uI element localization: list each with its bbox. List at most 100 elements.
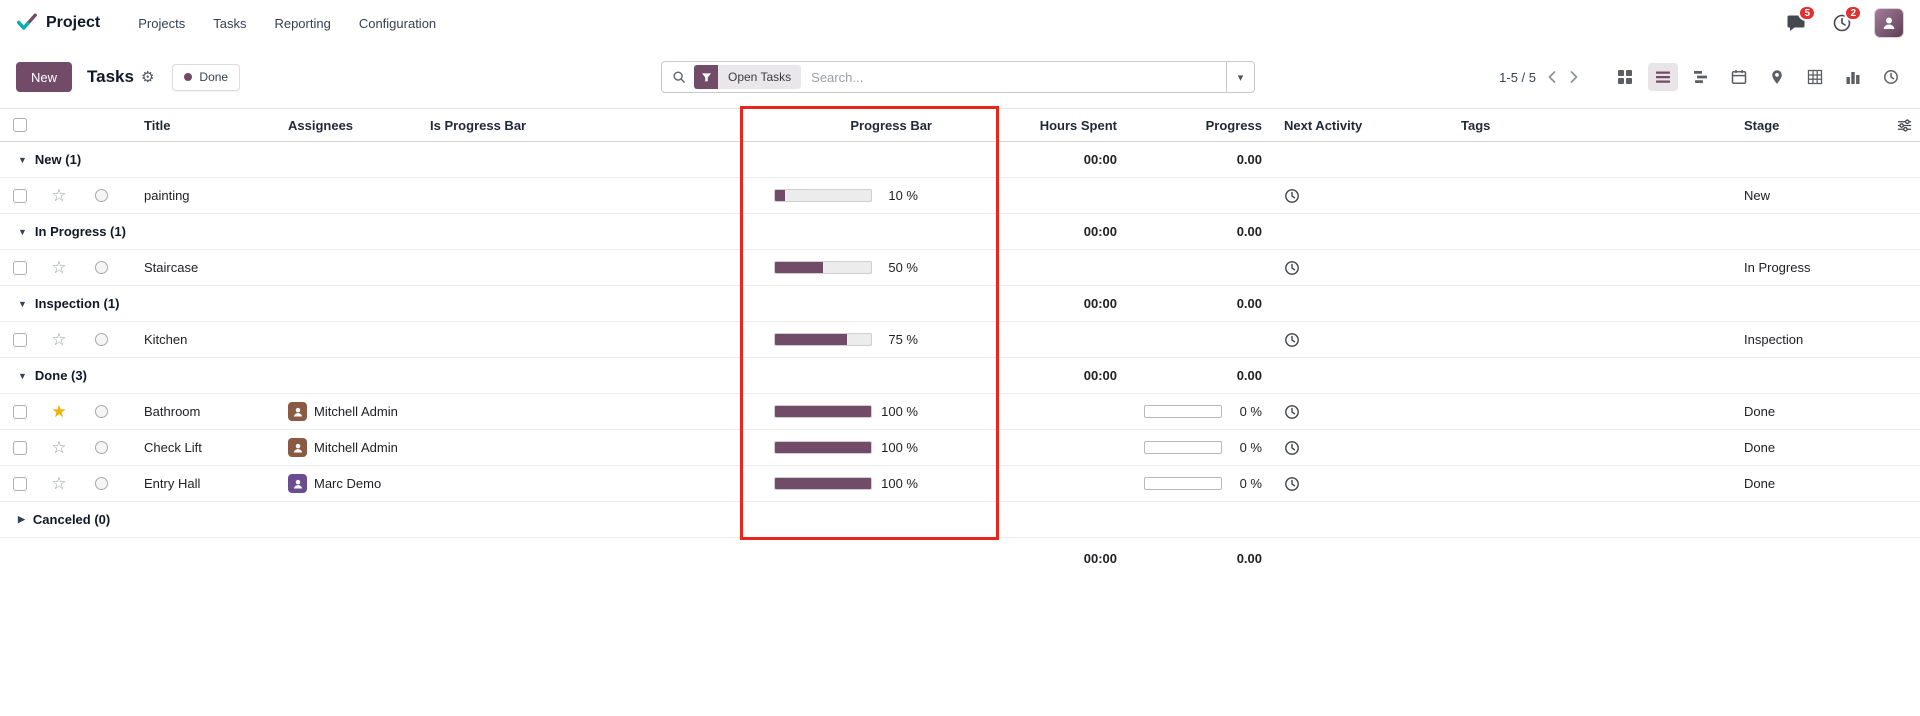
column-header-assignees[interactable]: Assignees (288, 117, 354, 133)
nav-right: 5 2 (1782, 5, 1904, 38)
search-dropdown-toggle[interactable]: ▾ (1226, 62, 1254, 92)
task-row[interactable]: ☆ Kitchen 75 % Inspection (0, 322, 1920, 358)
task-assignees-cell[interactable]: Mitchell Admin (288, 394, 428, 429)
menu-projects[interactable]: Projects (138, 15, 186, 31)
favorite-star-icon[interactable]: ☆ (51, 258, 67, 277)
column-header-progress[interactable]: Progress (1205, 117, 1262, 133)
group-progress (1129, 502, 1274, 537)
pager-next-button[interactable] (1568, 69, 1580, 85)
group-progress: 0.00 (1236, 368, 1262, 383)
row-checkbox[interactable] (13, 440, 27, 455)
control-panel-left: New Tasks ⚙ Done (16, 62, 241, 92)
task-assignees-cell (288, 322, 428, 357)
next-activity-clock-icon[interactable] (1284, 404, 1300, 420)
row-checkbox[interactable] (13, 404, 27, 419)
view-switch-pivot-button[interactable] (1800, 63, 1830, 91)
search-input[interactable] (801, 69, 1226, 85)
next-activity-clock-icon[interactable] (1284, 188, 1300, 204)
task-row[interactable]: ☆ painting 10 % New (0, 178, 1920, 214)
row-checkbox[interactable] (13, 188, 27, 203)
task-assignees-cell[interactable]: Marc Demo (288, 466, 428, 501)
kanban-state-icon[interactable] (94, 189, 108, 202)
list-header-row: Title Assignees Is Progress Bar Progress… (0, 108, 1920, 142)
task-row[interactable]: ☆ Entry Hall Marc Demo 100 % 0 % Done (0, 466, 1920, 502)
view-switch-gantt-button[interactable] (1686, 63, 1716, 91)
kanban-state-icon[interactable] (94, 261, 108, 274)
next-activity-clock-icon[interactable] (1284, 332, 1300, 348)
group-row[interactable]: ▶ Canceled (0) (0, 502, 1920, 538)
view-switch-list-button[interactable] (1648, 63, 1678, 91)
group-row[interactable]: ▼ New (1) 00:00 0.00 (0, 142, 1920, 178)
progress-bar-cell: 100 % (740, 394, 997, 429)
task-row[interactable]: ☆ Check Lift Mitchell Admin 100 % 0 % Do… (0, 430, 1920, 466)
settings-gear-icon[interactable]: ⚙ (140, 68, 155, 86)
done-stage-chip[interactable]: Done (172, 63, 241, 91)
progress-bar (774, 333, 872, 346)
search-facet-open-tasks[interactable]: Open Tasks (694, 65, 802, 89)
hours-spent-cell (997, 394, 1129, 429)
gantt-view-icon (1693, 69, 1709, 85)
app-brand[interactable]: Project (16, 11, 100, 36)
page-title: Tasks (87, 67, 134, 86)
column-header-progress-bar[interactable]: Progress Bar (850, 117, 932, 133)
group-row[interactable]: ▼ Done (3) 00:00 0.00 (0, 358, 1920, 394)
favorite-star-icon[interactable]: ★ (51, 402, 67, 421)
column-header-stage[interactable]: Stage (1744, 117, 1780, 133)
row-checkbox[interactable] (13, 476, 27, 491)
tags-cell (1449, 430, 1729, 465)
graph-view-icon (1845, 69, 1861, 85)
row-checkbox[interactable] (13, 260, 27, 275)
column-header-is-progress-bar[interactable]: Is Progress Bar (430, 117, 527, 133)
row-checkbox[interactable] (13, 332, 27, 347)
progress-bar-value: 10 % (888, 188, 918, 203)
favorite-star-icon[interactable]: ☆ (51, 330, 67, 349)
messages-button[interactable]: 5 (1782, 5, 1816, 37)
kanban-state-icon[interactable] (94, 333, 108, 346)
hours-spent-cell (997, 322, 1129, 357)
is-progress-bar-cell (428, 466, 740, 501)
task-assignees-cell[interactable]: Mitchell Admin (288, 430, 428, 465)
progress-bar (774, 261, 872, 274)
favorite-star-icon[interactable]: ☆ (51, 186, 67, 205)
new-button[interactable]: New (16, 62, 73, 92)
assignee-name: Marc Demo (314, 476, 382, 491)
progress-widget-bar (1144, 405, 1222, 418)
done-chip-label: Done (199, 70, 229, 84)
optional-columns-icon[interactable] (1897, 118, 1912, 133)
clock-icon (1832, 13, 1852, 33)
view-switch-kanban-button[interactable] (1610, 63, 1640, 91)
column-header-next-activity[interactable]: Next Activity (1284, 117, 1363, 133)
menu-reporting[interactable]: Reporting (274, 15, 331, 31)
search-bar[interactable]: Open Tasks ▾ (661, 61, 1255, 93)
select-all-checkbox[interactable] (13, 118, 27, 132)
menu-tasks[interactable]: Tasks (213, 15, 247, 31)
view-switch-graph-button[interactable] (1838, 63, 1868, 91)
view-switch-activity-button[interactable] (1876, 63, 1906, 91)
task-row[interactable]: ☆ Staircase 50 % In Progress (0, 250, 1920, 286)
chevron-down-icon: ▾ (1237, 71, 1244, 84)
kanban-state-icon[interactable] (94, 477, 108, 490)
user-avatar[interactable] (1874, 8, 1904, 38)
kanban-state-icon[interactable] (94, 405, 108, 418)
column-header-hours-spent[interactable]: Hours Spent (1039, 117, 1117, 133)
activities-button[interactable]: 2 (1828, 5, 1862, 37)
kanban-state-icon[interactable] (94, 441, 108, 454)
view-switch-calendar-button[interactable] (1724, 63, 1754, 91)
task-assignees-cell (288, 250, 428, 285)
next-activity-clock-icon[interactable] (1284, 476, 1300, 492)
column-header-title[interactable]: Title (144, 117, 171, 133)
favorite-star-icon[interactable]: ☆ (51, 438, 67, 457)
task-row[interactable]: ★ Bathroom Mitchell Admin 100 % 0 % Done (0, 394, 1920, 430)
next-activity-clock-icon[interactable] (1284, 440, 1300, 456)
pager-previous-button[interactable] (1546, 69, 1558, 85)
favorite-star-icon[interactable]: ☆ (51, 474, 67, 493)
group-row[interactable]: ▼ In Progress (1) 00:00 0.00 (0, 214, 1920, 250)
view-switch-map-button[interactable] (1762, 63, 1792, 91)
control-panel-right: 1-5 / 5 (1499, 63, 1906, 91)
hours-spent-cell (997, 430, 1129, 465)
next-activity-clock-icon[interactable] (1284, 260, 1300, 276)
menu-configuration[interactable]: Configuration (358, 15, 437, 31)
group-row[interactable]: ▼ Inspection (1) 00:00 0.00 (0, 286, 1920, 322)
group-progress: 0.00 (1236, 152, 1262, 167)
column-header-tags[interactable]: Tags (1461, 117, 1491, 133)
